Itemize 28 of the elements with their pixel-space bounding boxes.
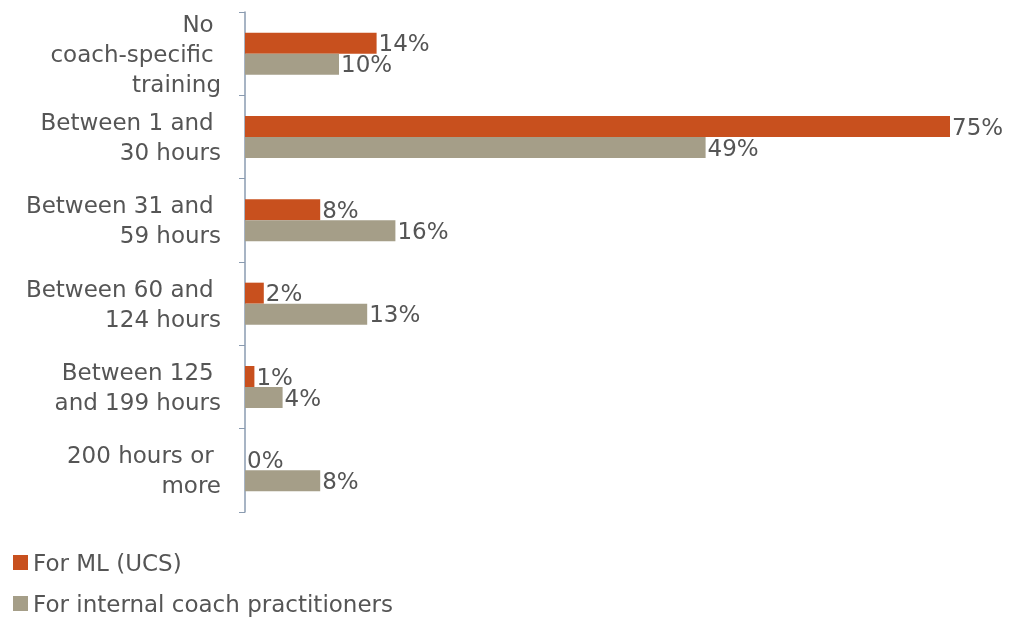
- y-tick-label: 200 hours or more: [66, 442, 221, 499]
- bar: [245, 470, 321, 492]
- y-tick-label: Between 1 and 30 hours: [40, 109, 221, 165]
- data-label: 0%: [247, 446, 284, 473]
- data-label: 49%: [707, 134, 759, 161]
- legend-label: For internal coach practitioners: [33, 590, 394, 617]
- bar: [245, 199, 321, 221]
- bar: [245, 32, 377, 54]
- bar: [245, 137, 706, 158]
- bar: [245, 387, 283, 408]
- bar: [245, 53, 339, 75]
- bar: [245, 282, 264, 304]
- bar: [245, 220, 396, 242]
- y-tick-label: Between 60 and 124 hours: [25, 275, 221, 332]
- y-tick-label: Between 125 and 199 hours: [54, 359, 221, 415]
- legend-label: For ML (UCS): [33, 549, 182, 576]
- bar: [245, 303, 368, 325]
- y-tick-label: No coach-specific training: [50, 10, 221, 97]
- data-label: 13%: [369, 301, 421, 328]
- data-label: 2%: [265, 280, 303, 307]
- data-label: 8%: [322, 196, 359, 223]
- data-label: 75%: [952, 113, 1004, 140]
- data-label: 8%: [322, 467, 359, 494]
- bar: [245, 366, 255, 387]
- y-tick-label: Between 31 and 59 hours: [25, 192, 221, 249]
- bar: [245, 116, 950, 137]
- data-label: 10%: [341, 51, 393, 78]
- data-label: 16%: [397, 217, 449, 244]
